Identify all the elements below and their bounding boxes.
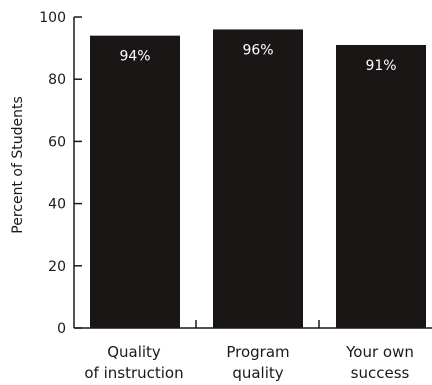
y-tick-label: 60: [48, 134, 66, 150]
bar: [336, 44, 426, 329]
y-tick-label: 100: [39, 10, 66, 26]
bar: [90, 35, 180, 328]
y-tick-label: 0: [57, 321, 66, 337]
bar-value-label: 91%: [365, 58, 396, 74]
y-tick-label: 80: [48, 72, 66, 88]
bars: [90, 29, 426, 329]
category-label: of instruction: [84, 364, 183, 382]
bar: [213, 29, 303, 328]
category-label: Your own: [345, 343, 414, 361]
y-tick-label: 20: [48, 259, 66, 275]
category-label: quality: [232, 364, 283, 382]
category-label: success: [351, 364, 410, 382]
labels: 94% Quality of instruction 96% Program qualit…: [84, 42, 414, 382]
bar-value-label: 96%: [242, 42, 273, 58]
category-label: Quality: [107, 343, 161, 361]
y-tick-label: 40: [48, 197, 66, 213]
category-label: Program: [226, 343, 289, 361]
y-axis-label: Percent of Students: [10, 96, 26, 233]
bar-value-label: 94%: [119, 49, 150, 65]
